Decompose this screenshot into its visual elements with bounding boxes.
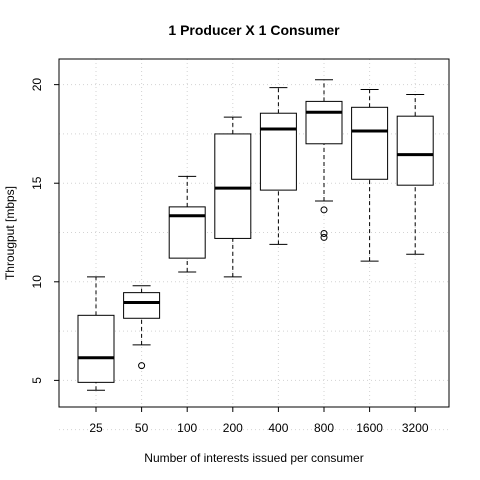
x-axis: 25 50 100 200 400 800 1600 3200 xyxy=(89,407,429,435)
box-400 xyxy=(259,87,297,245)
y-tick-label: 15 xyxy=(30,176,44,190)
box-25 xyxy=(77,276,115,391)
outlier-point xyxy=(138,362,146,370)
y-axis: 5 10 15 20 xyxy=(30,78,59,384)
box-iqr xyxy=(305,100,343,145)
box-800 xyxy=(305,79,343,241)
outlier-point xyxy=(320,233,328,241)
box-1600 xyxy=(351,89,389,262)
x-tick-label: 50 xyxy=(135,421,149,435)
box-3200 xyxy=(396,93,434,255)
x-tick-label: 100 xyxy=(177,421,197,435)
box-200 xyxy=(214,116,252,278)
box-iqr xyxy=(214,133,252,239)
plot-frame xyxy=(58,58,450,408)
box-iqr xyxy=(396,115,434,186)
x-tick-label: 800 xyxy=(314,421,334,435)
outlier-point xyxy=(320,229,328,237)
box-iqr xyxy=(259,112,297,191)
y-tick-label: 10 xyxy=(30,275,44,289)
outlier-point xyxy=(320,206,328,214)
box-50 xyxy=(123,285,161,370)
box-100 xyxy=(168,175,206,273)
y-tick-label: 5 xyxy=(30,377,44,384)
x-tick-label: 3200 xyxy=(402,421,429,435)
y-axis-label: Througput [mbps] xyxy=(3,186,17,280)
y-tick-label: 20 xyxy=(30,78,44,92)
x-axis-label: Number of interests issued per consumer xyxy=(144,451,363,465)
box-iqr xyxy=(77,314,115,383)
chart-title: 1 Producer X 1 Consumer xyxy=(168,22,340,38)
x-tick-label: 25 xyxy=(89,421,103,435)
x-tick-label: 400 xyxy=(268,421,288,435)
x-tick-label: 200 xyxy=(223,421,243,435)
box-series xyxy=(77,79,434,391)
x-tick-label: 1600 xyxy=(356,421,383,435)
box-iqr xyxy=(123,292,161,319)
box-iqr xyxy=(351,106,389,180)
